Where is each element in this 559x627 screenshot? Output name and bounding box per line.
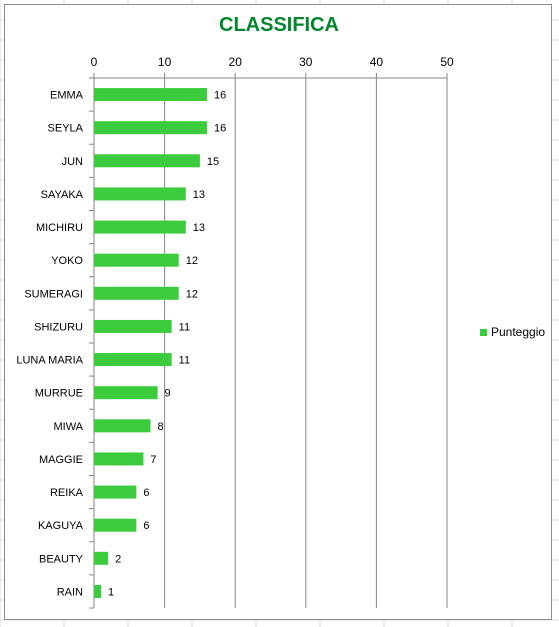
category-label: BEAUTY [39, 553, 84, 565]
bar[interactable] [94, 485, 137, 499]
bar[interactable] [94, 220, 186, 234]
x-tick-label: 40 [370, 55, 384, 69]
legend-label: Punteggio [491, 325, 546, 339]
data-label: 15 [207, 156, 219, 168]
data-label: 13 [193, 189, 205, 201]
data-label: 11 [179, 355, 190, 367]
bar[interactable] [94, 88, 207, 102]
legend-swatch [480, 328, 487, 336]
data-label: 7 [150, 454, 156, 466]
x-tick-label: 10 [158, 55, 172, 69]
data-label: 13 [193, 222, 205, 234]
bar[interactable] [94, 187, 186, 201]
category-label: SUMERAGI [24, 288, 83, 300]
bar[interactable] [94, 452, 144, 466]
category-label: LUNA MARIA [16, 355, 83, 367]
data-label: 16 [214, 123, 226, 135]
x-tick-label: 20 [229, 55, 243, 69]
category-label: REIKA [50, 487, 84, 499]
x-tick-label: 0 [91, 55, 98, 69]
bar[interactable] [94, 121, 207, 135]
data-label: 6 [143, 520, 149, 532]
bar[interactable] [94, 419, 151, 433]
category-label: SEYLA [48, 123, 84, 135]
data-label: 6 [143, 487, 149, 499]
category-label: MICHIRU [36, 222, 83, 234]
data-label: 2 [115, 553, 121, 565]
category-label: SHIZURU [34, 321, 83, 333]
bar[interactable] [94, 353, 172, 367]
data-label: 16 [214, 90, 226, 102]
bar[interactable] [94, 154, 200, 168]
data-label: 8 [157, 421, 163, 433]
category-label: YOKO [51, 255, 83, 267]
chart-area[interactable] [4, 4, 552, 620]
legend: Punteggio [480, 325, 545, 339]
bar[interactable] [94, 518, 137, 532]
chart-title: CLASSIFICA [219, 14, 339, 36]
x-tick-label: 30 [299, 55, 313, 69]
bar[interactable] [94, 386, 158, 400]
category-label: JUN [62, 156, 83, 168]
x-tick-label: 50 [440, 55, 454, 69]
category-label: EMMA [50, 90, 84, 102]
bar[interactable] [94, 319, 172, 333]
data-label: 12 [186, 255, 198, 267]
data-label: 12 [186, 288, 198, 300]
data-label: 1 [108, 586, 114, 598]
category-label: RAIN [57, 586, 83, 598]
bar[interactable] [94, 551, 109, 565]
category-label: SAYAKA [41, 189, 84, 201]
bar[interactable] [94, 584, 102, 598]
bar[interactable] [94, 286, 179, 300]
data-label: 11 [179, 321, 190, 333]
bar[interactable] [94, 253, 179, 267]
category-label: MIWA [53, 421, 83, 433]
data-label: 9 [165, 388, 171, 400]
category-label: MAGGIE [39, 454, 83, 466]
category-label: KAGUYA [38, 520, 84, 532]
category-label: MURRUE [35, 388, 83, 400]
